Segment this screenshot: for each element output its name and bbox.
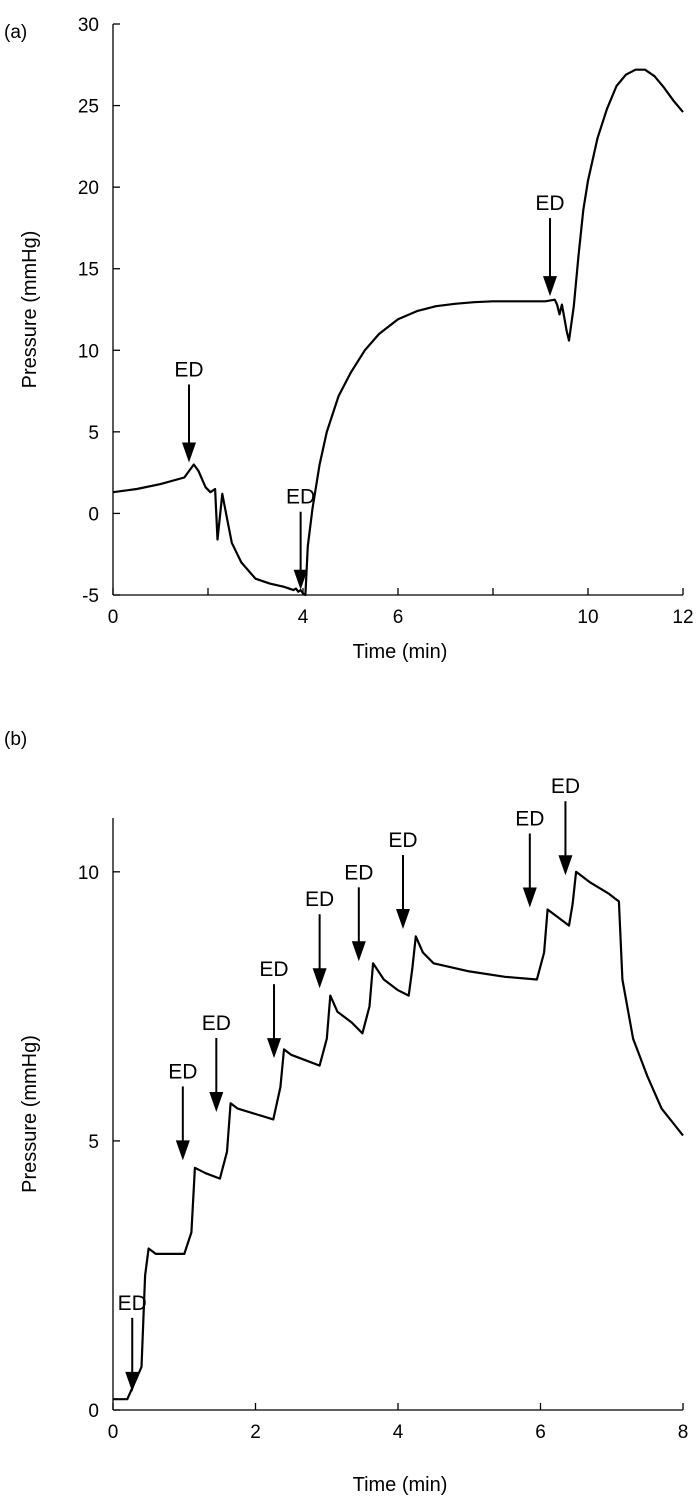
- x-tick-label: 6: [393, 607, 404, 628]
- ed-arrow-head: [395, 909, 410, 930]
- ed-annotation-label: ED: [174, 358, 203, 381]
- y-tick-label: -5: [82, 586, 99, 607]
- ed-arrow-head: [175, 1140, 190, 1161]
- x-tick-label: 4: [298, 607, 309, 628]
- x-tick-label: 4: [393, 1422, 404, 1443]
- ed-annotation-label: ED: [388, 829, 417, 852]
- y-tick-label: 20: [78, 178, 99, 199]
- x-tick-label: 6: [535, 1422, 546, 1443]
- ed-annotation-label: ED: [551, 775, 580, 798]
- ed-arrow-head: [312, 968, 327, 989]
- ed-arrow-head: [558, 855, 573, 876]
- y-tick-label: 10: [78, 863, 99, 884]
- ed-arrow-head: [522, 887, 537, 908]
- ed-annotation-label: ED: [202, 1012, 231, 1035]
- ed-annotation-label: ED: [259, 958, 288, 981]
- ed-arrow-head: [209, 1092, 224, 1112]
- ed-annotation-label: ED: [535, 192, 564, 215]
- ed-arrow-head: [293, 569, 308, 590]
- panel-a: (a) -5 0 5 10 15 20 25 30 0 4 6 10 12 Time (min) Press…: [4, 15, 694, 663]
- y-tick-label: 5: [88, 423, 99, 444]
- panel-a-label: (a): [4, 22, 27, 43]
- y-tick-label: 0: [88, 1401, 99, 1422]
- x-tick-label: 0: [108, 1422, 119, 1443]
- ed-arrow-head: [543, 276, 557, 297]
- ed-annotation-label: ED: [515, 807, 544, 830]
- series-line: [112, 68, 684, 597]
- y-tick-label: 10: [78, 341, 99, 362]
- ed-annotation-label: ED: [118, 1292, 147, 1315]
- y-tick-label: 25: [78, 97, 99, 118]
- ed-annotation-label: ED: [344, 861, 373, 884]
- y-tick-label: 15: [78, 260, 99, 281]
- x-tick-label: 8: [678, 1422, 689, 1443]
- y-tick-label: 30: [78, 15, 99, 36]
- x-tick-label: 10: [577, 607, 598, 628]
- ed-annotation-label: ED: [168, 1060, 197, 1083]
- y-axis-title: Pressure (mmHg): [19, 231, 41, 389]
- x-tick-label: 12: [672, 607, 693, 628]
- ed-annotation-label: ED: [286, 486, 315, 509]
- x-tick-label: 2: [250, 1422, 261, 1443]
- x-tick-label: 0: [108, 607, 119, 628]
- ed-arrow-head: [125, 1371, 140, 1392]
- x-axis-title: Time (min): [353, 1474, 448, 1496]
- y-axis-title: Pressure (mmHg): [19, 1035, 41, 1193]
- ed-arrow-head: [351, 941, 366, 962]
- panel-b: (b) 0 5 10 0 2 4 6 8 Time (min) Pressure (mmHg) ED…: [4, 729, 688, 1496]
- ed-arrow-head: [182, 442, 196, 463]
- y-tick-label: 5: [88, 1132, 99, 1153]
- ed-annotation-label: ED: [305, 888, 334, 911]
- ed-arrow-head: [267, 1038, 282, 1059]
- series-line: [113, 870, 684, 1401]
- x-axis-title: Time (min): [353, 641, 448, 663]
- panel-b-label: (b): [4, 729, 27, 750]
- y-tick-label: 0: [88, 504, 99, 525]
